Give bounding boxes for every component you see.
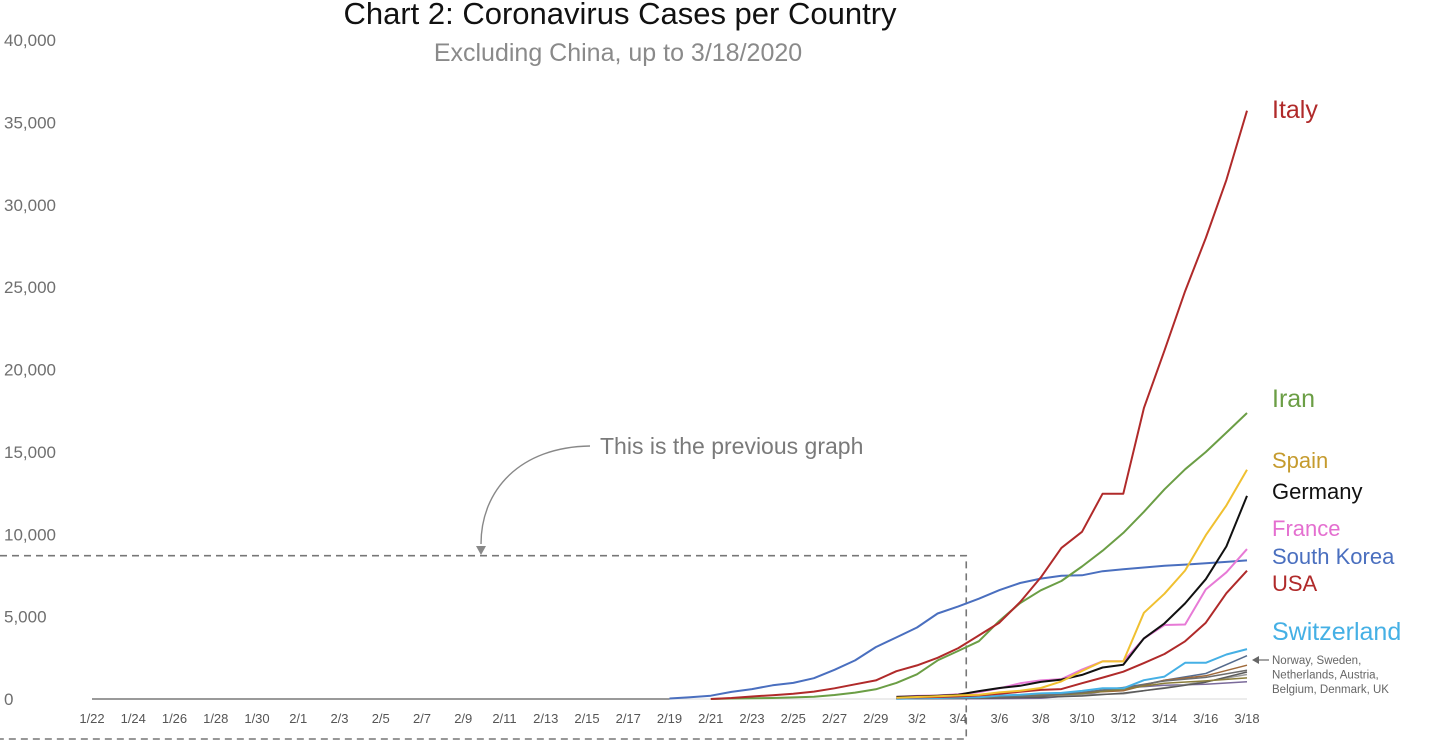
annotation-arrowhead <box>476 546 486 555</box>
x-tick-label: 1/22 <box>79 711 104 726</box>
x-tick-label: 2/23 <box>739 711 764 726</box>
annotation-arrow <box>480 445 591 545</box>
x-tick-label: 2/19 <box>657 711 682 726</box>
x-tick-label: 2/9 <box>454 711 472 726</box>
series-line-south-korea <box>669 559 1248 700</box>
series-label-germany: Germany <box>1272 479 1362 504</box>
series-group-label: Norway, Sweden, <box>1272 655 1361 667</box>
y-tick-label: 5,000 <box>4 608 47 627</box>
x-tick-label: 3/18 <box>1234 711 1259 726</box>
y-tick-label: 40,000 <box>4 31 56 50</box>
chart-subtitle: Excluding China, up to 3/18/2020 <box>434 39 802 67</box>
x-tick-label: 2/29 <box>863 711 888 726</box>
x-tick-label: 3/14 <box>1152 711 1177 726</box>
chart-title: Chart 2: Coronavirus Cases per Country <box>343 0 897 31</box>
series-label-italy: Italy <box>1272 96 1318 124</box>
x-tick-label: 2/1 <box>289 711 307 726</box>
series-line-germany <box>896 495 1248 698</box>
series-lines <box>92 110 1248 700</box>
series-label-france: France <box>1272 516 1340 541</box>
x-axis: 1/22 1/24 1/26 1/28 1/30 2/1 2/3 2/5 2/7 2/9 2/11 2… <box>79 698 1260 726</box>
series-line-iran <box>710 412 1248 700</box>
series-group-label: Belgium, Denmark, UK <box>1272 684 1389 696</box>
y-tick-label: 30,000 <box>4 196 56 215</box>
y-tick-label: 35,000 <box>4 113 56 132</box>
annotation: This is the previous graph <box>0 433 968 740</box>
y-axis: 0 5,000 10,000 15,000 20,000 25,000 30,000 35,0… <box>4 31 56 709</box>
y-tick-label: 10,000 <box>4 525 56 544</box>
series-label-iran: Iran <box>1272 385 1315 413</box>
x-tick-label: 2/17 <box>616 711 641 726</box>
y-tick-label: 0 <box>4 690 13 709</box>
x-tick-label: 1/30 <box>244 711 269 726</box>
series-label-spain: Spain <box>1272 448 1328 473</box>
series-line-switzerland <box>896 648 1248 700</box>
x-tick-label: 3/16 <box>1193 711 1218 726</box>
y-tick-label: 25,000 <box>4 278 56 297</box>
x-tick-label: 2/27 <box>822 711 847 726</box>
series-label-switzerland: Switzerland <box>1272 618 1401 646</box>
x-tick-label: 2/21 <box>698 711 723 726</box>
series-line-italy <box>710 110 1248 700</box>
series-label-usa: USA <box>1272 571 1318 596</box>
x-tick-label: 3/2 <box>908 711 926 726</box>
group-label-arrowhead <box>1252 656 1259 664</box>
annotation-text: This is the previous graph <box>600 433 863 459</box>
x-tick-label: 3/12 <box>1111 711 1136 726</box>
x-tick-label: 2/11 <box>492 711 516 726</box>
series-label-south-korea: South Korea <box>1272 544 1395 569</box>
x-tick-label: 3/4 <box>949 711 967 726</box>
series-line-austria <box>896 671 1248 700</box>
y-tick-label: 15,000 <box>4 443 56 462</box>
x-tick-label: 3/8 <box>1032 711 1050 726</box>
x-tick-label: 2/7 <box>413 711 431 726</box>
x-tick-label: 2/3 <box>330 711 348 726</box>
x-tick-label: 2/5 <box>372 711 390 726</box>
x-tick-label: 2/13 <box>533 711 558 726</box>
x-tick-label: 3/10 <box>1069 711 1094 726</box>
series-labels: Italy Iran Spain Germany France South KoreaUS… <box>1252 96 1401 696</box>
y-tick-label: 20,000 <box>4 361 56 380</box>
series-group-label: Netherlands, Austria, <box>1272 670 1379 682</box>
x-tick-label: 2/15 <box>574 711 599 726</box>
series-line-spain <box>896 469 1248 699</box>
x-tick-label: 1/28 <box>203 711 228 726</box>
x-tick-label: 2/25 <box>781 711 806 726</box>
x-tick-label: 3/6 <box>990 711 1008 726</box>
x-tick-label: 1/26 <box>162 711 187 726</box>
x-tick-label: 1/24 <box>121 711 146 726</box>
